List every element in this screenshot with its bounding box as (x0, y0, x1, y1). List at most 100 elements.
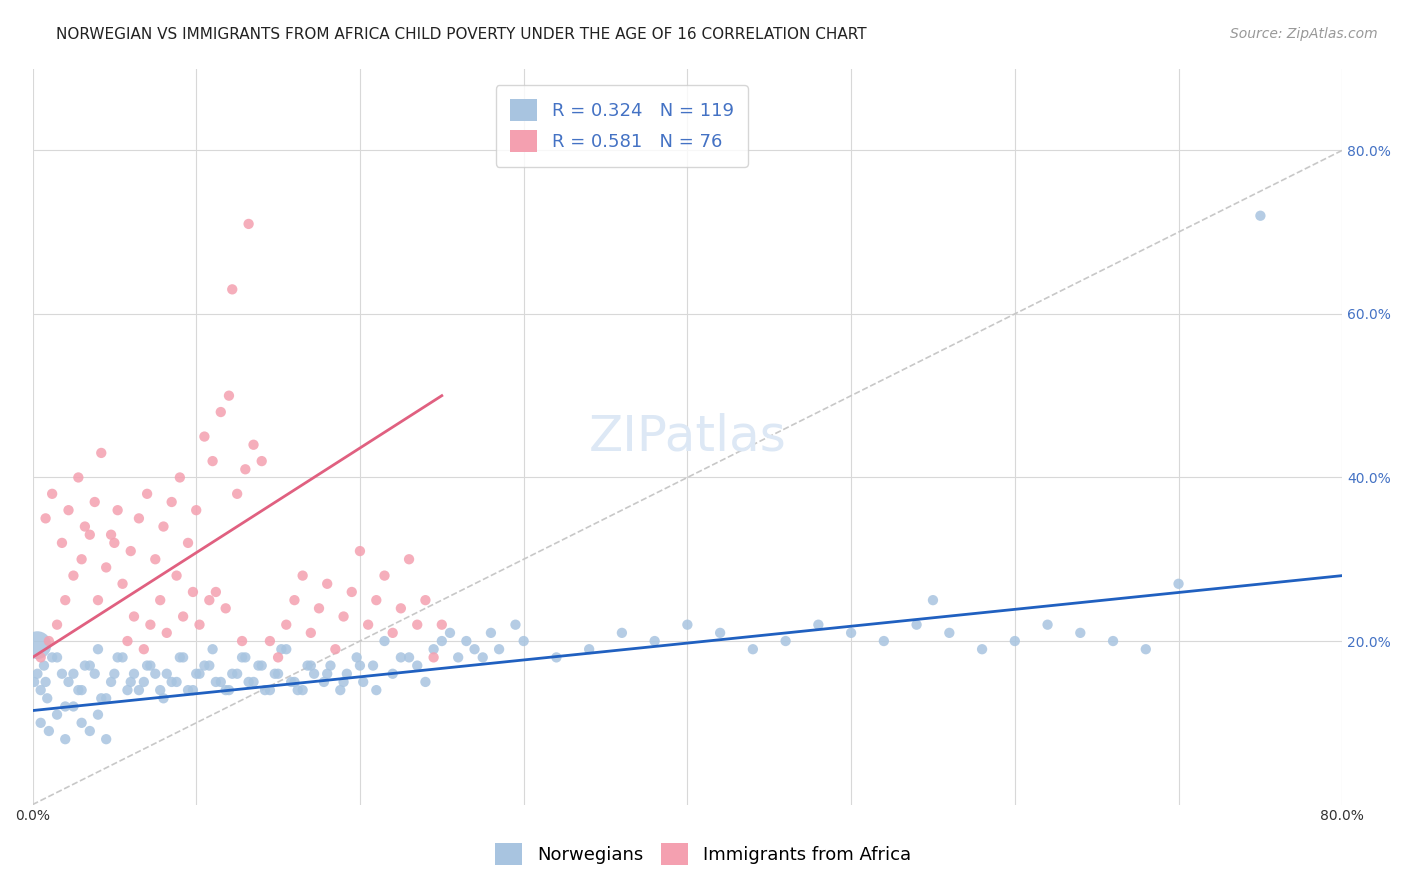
Point (215, 601, 238, 615)
Point (172, 650, 194, 665)
Point (644, 634, 666, 648)
Point (117, 683, 139, 698)
Point (152, 519, 174, 533)
Point (62, 699, 84, 714)
Point (156, 666, 179, 681)
Point (100, 527, 122, 541)
Point (51, 536, 73, 550)
Point (471, 650, 494, 665)
Point (22, 675, 45, 690)
Point (70, 683, 93, 698)
Point (340, 585, 363, 599)
Point (361, 658, 384, 673)
Point (96, 691, 118, 706)
Point (247, 658, 270, 673)
Point (546, 650, 568, 665)
Point (447, 650, 470, 665)
Point (62, 568, 84, 582)
Point (67, 470, 90, 484)
Point (352, 675, 374, 690)
Point (149, 683, 172, 698)
Text: Source: ZipAtlas.com: Source: ZipAtlas.com (1230, 27, 1378, 41)
Point (267, 650, 290, 665)
Point (389, 601, 412, 615)
Point (259, 683, 281, 698)
Point (238, 675, 260, 690)
Point (205, 585, 228, 599)
Point (188, 666, 211, 681)
Point (34, 511, 56, 525)
Point (62, 666, 84, 681)
Point (349, 544, 371, 558)
Point (152, 691, 174, 706)
Point (160, 495, 183, 509)
Point (357, 617, 380, 632)
Point (58, 503, 80, 517)
Point (128, 511, 150, 525)
Point (297, 658, 319, 673)
Point (79, 658, 101, 673)
Point (96, 732, 118, 747)
Point (1135, 642, 1157, 657)
Point (283, 593, 305, 607)
Point (1069, 625, 1091, 640)
Point (90, 446, 112, 460)
Point (332, 675, 354, 690)
Point (1004, 634, 1026, 648)
Point (215, 683, 238, 698)
Point (398, 552, 420, 566)
Point (149, 593, 172, 607)
Point (111, 650, 134, 665)
Point (193, 658, 215, 673)
Point (221, 282, 243, 296)
Point (38, 634, 60, 648)
Point (37, 691, 59, 706)
Point (181, 683, 204, 698)
Point (70, 715, 93, 730)
Point (231, 650, 253, 665)
Point (136, 658, 159, 673)
Point (283, 675, 305, 690)
Point (46, 617, 69, 632)
Point (263, 666, 285, 681)
Point (218, 683, 240, 698)
Point (346, 650, 368, 665)
Point (46, 707, 69, 722)
Point (38, 724, 60, 739)
Point (73, 519, 96, 533)
Point (51, 666, 73, 681)
Point (96, 560, 118, 574)
Point (30, 683, 52, 698)
Point (41, 487, 63, 501)
Point (111, 576, 134, 591)
Point (136, 487, 159, 501)
Point (143, 552, 166, 566)
Point (233, 462, 256, 476)
Point (430, 634, 453, 648)
Point (120, 675, 142, 690)
Point (143, 666, 166, 681)
Point (53, 593, 76, 607)
Point (1249, 209, 1271, 223)
Point (422, 650, 444, 665)
Point (479, 625, 502, 640)
Point (27, 666, 49, 681)
Point (238, 217, 260, 231)
Point (132, 642, 155, 657)
Point (336, 666, 359, 681)
Legend: R = 0.324   N = 119, R = 0.581   N = 76: R = 0.324 N = 119, R = 0.581 N = 76 (496, 85, 748, 167)
Point (117, 634, 139, 648)
Point (430, 617, 453, 632)
Point (90, 691, 112, 706)
Point (87, 642, 110, 657)
Point (839, 625, 862, 640)
Point (1167, 576, 1189, 591)
Point (398, 650, 420, 665)
Point (30, 715, 52, 730)
Point (775, 634, 797, 648)
Point (373, 634, 395, 648)
Point (87, 707, 110, 722)
Point (610, 625, 633, 640)
Point (970, 642, 993, 657)
Point (70, 552, 93, 566)
